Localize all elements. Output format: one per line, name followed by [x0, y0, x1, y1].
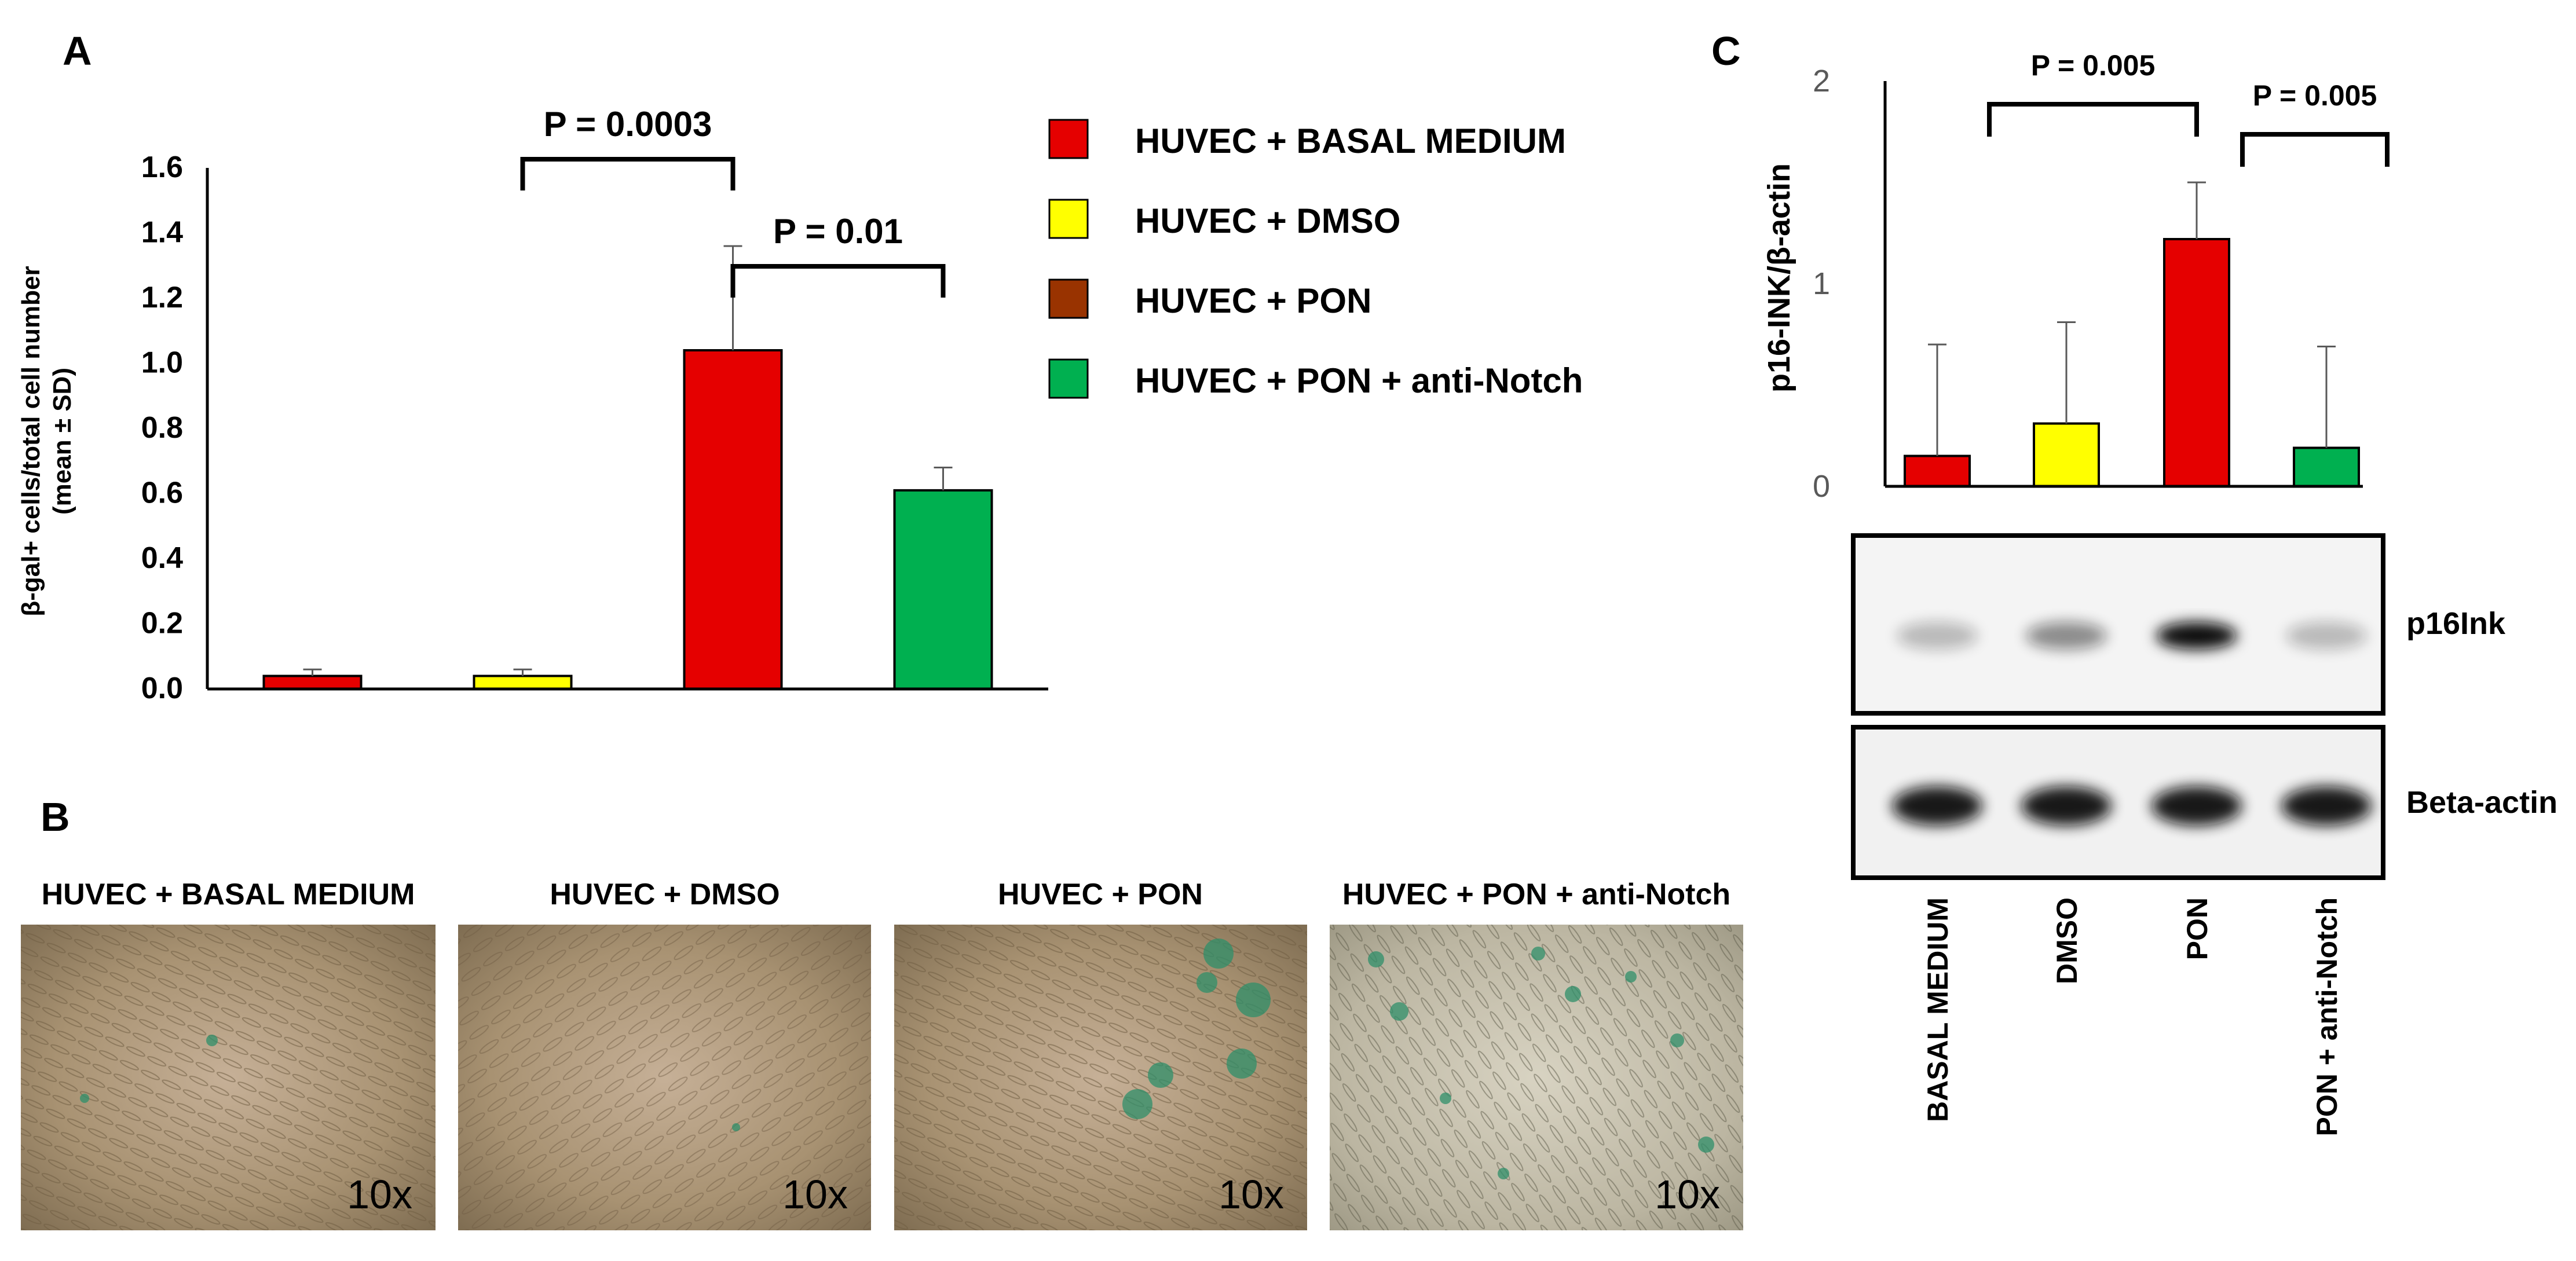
stained-cell — [1227, 1049, 1257, 1079]
panel-a-chart: A β-gal+ cells/total cell number (mean ±… — [17, 28, 1583, 705]
bar — [2163, 238, 2230, 487]
lane-label: PON — [2181, 897, 2213, 960]
y-tick-label: 2 — [1813, 64, 1830, 98]
magnification-label: 10x — [782, 1172, 848, 1217]
panel-label-c: C — [1711, 28, 1741, 74]
y-tick-label: 1.6 — [141, 151, 183, 184]
blot-label: Beta-actin — [2406, 785, 2557, 820]
stained-cell — [1236, 983, 1271, 1017]
p-value-label: P = 0.01 — [773, 212, 903, 251]
significance-bracket — [730, 264, 946, 298]
micrograph-cells — [21, 925, 436, 1230]
stained-cell — [1440, 1093, 1451, 1104]
stained-cell — [206, 1035, 218, 1046]
micrograph-title: HUVEC + DMSO — [550, 878, 780, 911]
p-value-label: P = 0.005 — [2253, 79, 2377, 112]
legend-swatch — [1048, 199, 1089, 239]
magnification-label: 10x — [1655, 1172, 1720, 1217]
y-axis-label-line2: (mean ± SD) — [48, 368, 76, 515]
bar — [1904, 454, 1971, 487]
y-axis-label-line1: β-gal+ cells/total cell number — [17, 266, 45, 616]
blot-label: p16Ink — [2406, 606, 2506, 641]
blot-band — [1897, 622, 1978, 650]
significance-bracket — [1987, 102, 2199, 137]
panel-c-chart: C p16-INK/β-actin 0 1 2 P = 0.005 P = 0.005… — [1711, 28, 2557, 1137]
stained-cell — [1196, 972, 1217, 993]
stained-cell — [1122, 1089, 1152, 1119]
blot-band — [2281, 786, 2372, 826]
stained-cell — [732, 1123, 740, 1131]
blot-band — [2021, 786, 2112, 826]
panel-label-b: B — [41, 794, 70, 840]
p16-blot-strip — [1851, 533, 2385, 716]
stained-cell — [1565, 986, 1581, 1002]
micrograph-cells — [458, 925, 871, 1230]
bar — [2033, 422, 2100, 487]
y-tick-label: 0.2 — [141, 607, 183, 640]
blot-band — [2286, 622, 2367, 650]
legend-swatch — [1048, 278, 1089, 319]
blot-band — [2026, 622, 2107, 650]
legend-swatch — [1048, 358, 1089, 399]
micrograph-image: 10x — [458, 925, 871, 1230]
stained-cell — [80, 1094, 89, 1103]
significance-bracket — [2240, 132, 2390, 167]
bar — [473, 675, 573, 690]
actin-blot-strip — [1851, 725, 2385, 880]
stained-cell — [1531, 947, 1545, 961]
y-tick-label: 1 — [1813, 266, 1830, 301]
y-axis-label: p16-INK/β-actin — [1762, 163, 1796, 393]
p-value-label: P = 0.0003 — [544, 105, 712, 144]
blot-band — [2156, 622, 2237, 650]
micrograph-image: 10x — [21, 925, 436, 1230]
legend-label: HUVEC + PON — [1135, 281, 1371, 320]
stained-cell — [1148, 1062, 1173, 1088]
y-tick-label: 0.4 — [141, 541, 183, 575]
micrograph-cells — [1330, 925, 1743, 1230]
legend-swatch — [1048, 119, 1089, 159]
stained-cell — [1625, 971, 1637, 983]
bar — [262, 675, 363, 690]
y-tick-label: 1.2 — [141, 281, 183, 314]
lane-label: BASAL MEDIUM — [1922, 897, 1954, 1122]
y-axis-label: β-gal+ cells/total cell number (mean ± S… — [17, 266, 76, 616]
legend-label: HUVEC + PON + anti-Notch — [1135, 361, 1583, 400]
stained-cell — [1203, 939, 1234, 969]
blot-band — [1892, 786, 1982, 826]
legend-label: HUVEC + BASAL MEDIUM — [1135, 122, 1566, 160]
stained-cell — [1698, 1137, 1714, 1153]
legend: HUVEC + BASAL MEDIUM HUVEC + DMSO HUVEC + … — [1048, 119, 1583, 400]
panel-b-micrographs: B HUVEC + BASAL MEDIUM 10x HUVEC + DMSO 10x… — [21, 794, 1743, 1230]
bar — [683, 349, 783, 690]
p-value-label: P = 0.005 — [2031, 49, 2156, 82]
stained-cell — [1390, 1002, 1408, 1021]
significance-bracket — [520, 157, 736, 190]
y-tick-label: 0 — [1813, 469, 1830, 504]
y-tick-label: 0.6 — [141, 476, 183, 510]
lane-label: DMSO — [2051, 897, 2083, 984]
y-tick-label: 0.0 — [141, 672, 183, 705]
bar — [893, 489, 993, 690]
stained-cell — [1670, 1033, 1684, 1047]
magnification-label: 10x — [1219, 1172, 1284, 1217]
micrograph-title: HUVEC + PON — [998, 878, 1203, 911]
bar — [2293, 446, 2360, 487]
legend-label: HUVEC + DMSO — [1135, 201, 1400, 240]
panel-label-a: A — [63, 28, 92, 74]
stained-cell — [1498, 1168, 1509, 1179]
micrograph-title: HUVEC + PON + anti-Notch — [1342, 878, 1730, 911]
lane-label: PON + anti-Notch — [2311, 897, 2343, 1137]
micrograph-image: 10x — [894, 925, 1307, 1230]
blot-band — [2151, 786, 2242, 826]
stained-cell — [1368, 951, 1384, 967]
micrograph-image: 10x — [1330, 925, 1743, 1230]
y-tick-label: 1.4 — [141, 216, 183, 250]
y-tick-label: 1.0 — [141, 346, 183, 380]
western-blot: p16Ink Beta-actin — [1851, 533, 2557, 880]
y-tick-label: 0.8 — [141, 411, 183, 445]
magnification-label: 10x — [347, 1172, 412, 1217]
micrograph-title: HUVEC + BASAL MEDIUM — [42, 878, 415, 911]
